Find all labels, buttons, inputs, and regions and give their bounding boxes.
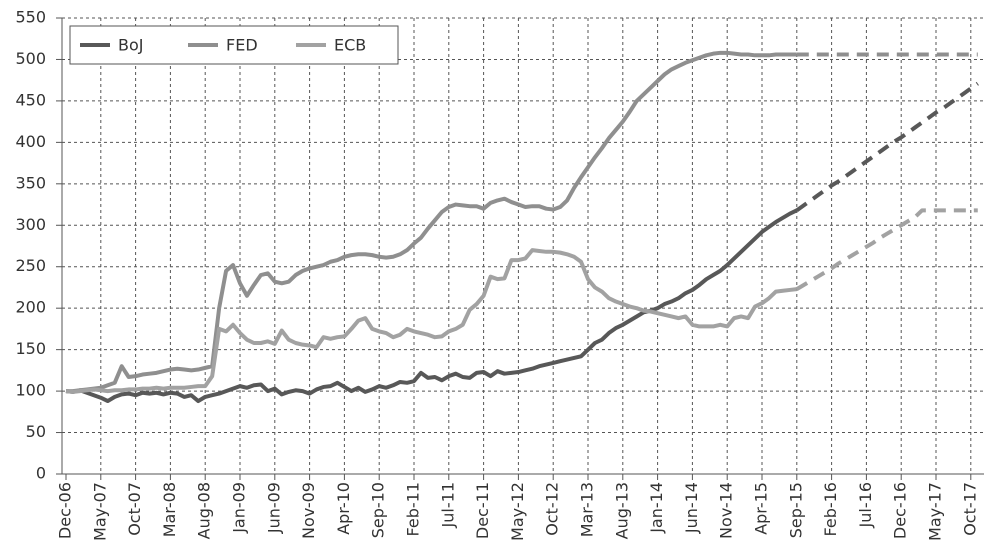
x-tick-label: Oct-07 [125,482,144,536]
x-tick-label: Sep-15 [786,482,805,538]
legend-box [69,25,399,65]
x-tick-label: Apr-15 [752,482,771,535]
x-tick-label: Nov-09 [299,482,318,539]
x-tick-label: May-12 [508,482,527,541]
y-tick-label: 200 [15,298,46,317]
line [65,208,798,404]
y-tick-label: 550 [15,8,46,27]
x-tick-label: Sep-10 [369,482,388,538]
x-tick-label: Oct-12 [543,482,562,536]
x-tick-label: Dec-06 [56,482,75,539]
x-tick-label: Nov-14 [717,482,736,539]
y-tick-label: 0 [36,464,46,483]
x-tick-label: Dec-11 [473,482,492,539]
x-tick-label: Jan-09 [230,482,249,534]
x-tick-label: May-17 [926,482,945,541]
y-tick-label: 150 [15,339,46,358]
y-tick-label: 400 [15,132,46,151]
x-tick-label: Feb-11 [404,482,423,536]
x-tick-label: Aug-08 [195,482,214,539]
y-tick-label: 450 [15,90,46,109]
y-tick-label: 350 [15,173,46,192]
legend-label: ECB [334,36,366,55]
y-tick-label: 50 [26,422,46,441]
x-tick-label: Jun-09 [264,482,283,534]
y-tick-label: 500 [15,49,46,68]
x-tick-label: Oct-17 [960,482,979,536]
y-tick-label: 250 [15,256,46,275]
legend-label: BoJ [118,36,143,55]
x-tick-label: Mar-13 [578,482,597,537]
legend-label: FED [226,36,258,55]
x-tick-label: Feb-16 [821,482,840,536]
y-tick-label: 300 [15,215,46,234]
x-tick-label: Dec-16 [891,482,910,539]
x-tick-label: Jul-11 [438,482,457,528]
line [66,50,797,394]
projection-line [795,81,979,212]
x-tick-label: Mar-08 [160,482,179,537]
x-tick-label: Jan-14 [647,482,666,534]
x-tick-label: May-07 [90,482,109,541]
projection-line [795,208,978,291]
line [65,248,798,394]
x-tick-label: Jun-14 [682,482,701,534]
x-tick-label: Aug-13 [612,482,631,539]
x-tick-label: Jul-16 [856,482,875,528]
x-tick-label: Apr-10 [334,482,353,535]
y-tick-label: 100 [15,381,46,400]
